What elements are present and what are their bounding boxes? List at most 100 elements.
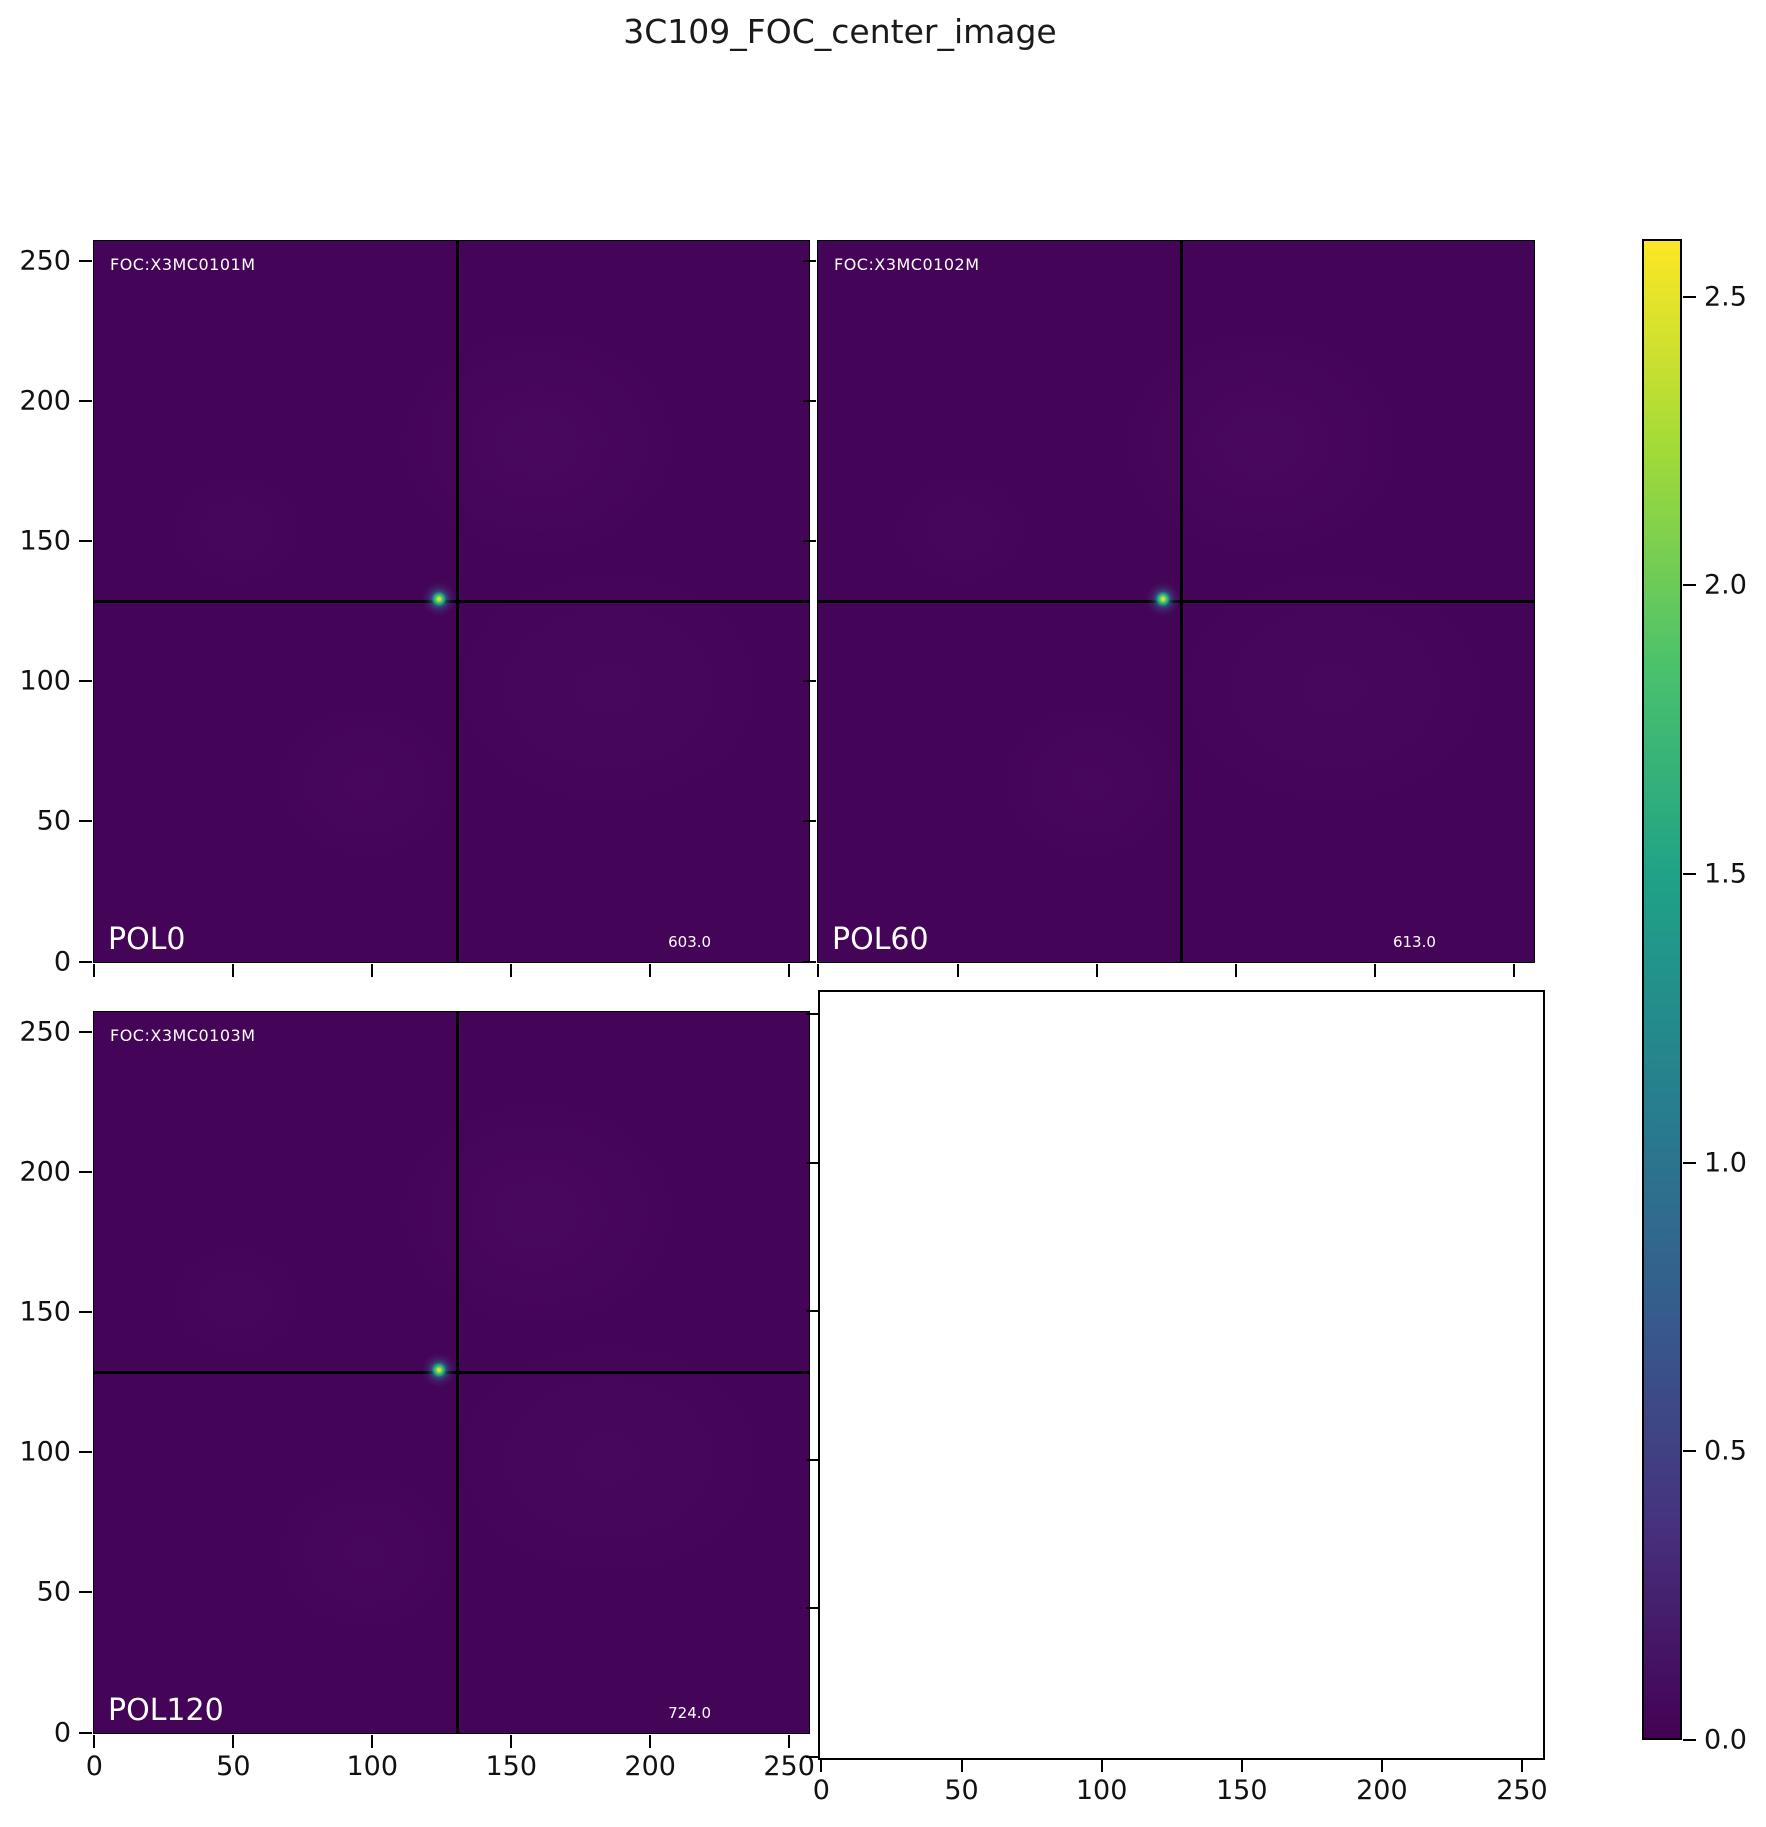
y-tick-mark (803, 820, 816, 823)
x-tick-mark (232, 1735, 235, 1748)
foc-id-label: FOC:X3MC0103M (110, 1026, 256, 1045)
panel-pol0: FOC:X3MC0101M POL0 603.0 0 50 100 150 200 250 (19, 240, 810, 977)
crosshair-vertical-line (455, 1012, 459, 1733)
x-tick-mark (1520, 1759, 1523, 1772)
y-tick-mark (79, 680, 92, 683)
y-tick-label: 250 (19, 245, 71, 277)
y-tick-label: 200 (19, 1156, 71, 1188)
x-tick-mark (820, 1759, 823, 1772)
x-tick-mark (371, 964, 374, 977)
y-tick-mark (806, 1161, 819, 1164)
crosshair-vertical-line (1180, 241, 1184, 962)
x-tick-mark (788, 964, 791, 977)
colorbar-tick-label: 0.0 (1704, 1724, 1747, 1756)
colorbar-tick-mark (1683, 584, 1696, 587)
x-tick-mark (960, 1759, 963, 1772)
y-tick-mark (79, 1311, 92, 1314)
source-peak-glow (420, 1351, 457, 1388)
x-tick-mark (1100, 1759, 1103, 1772)
y-tick-mark (806, 1607, 819, 1610)
x-tick-mark (1240, 1759, 1243, 1772)
colorbar-tick-label: 2.0 (1704, 569, 1747, 601)
colorbar-tick-mark (1683, 295, 1696, 298)
y-tick-label: 150 (19, 525, 71, 557)
colorbar: 0.0 0.5 1.0 1.5 2.0 2.5 (1642, 239, 1747, 1756)
y-tick-mark (803, 680, 816, 683)
y-tick-label: 0 (53, 946, 71, 978)
colorbar-tick-mark (1683, 1161, 1696, 1164)
x-tick-label: 0 (812, 1775, 830, 1806)
x-tick-mark (510, 1735, 513, 1748)
panel-empty: 0 50 100 150 200 250 (806, 990, 1548, 1806)
peak-value-label: 603.0 (668, 933, 712, 951)
x-tick-mark (788, 1735, 791, 1748)
y-tick-mark (79, 400, 92, 403)
panel-pol60: FOC:X3MC0102M POL60 613.0 (803, 240, 1535, 977)
colorbar-tick-label: 0.5 (1704, 1435, 1747, 1467)
x-tick-label: 50 (216, 1751, 251, 1782)
x-tick-mark (1234, 964, 1237, 977)
x-tick-label: 50 (944, 1775, 979, 1806)
y-tick-mark (79, 960, 92, 963)
y-tick-label: 100 (19, 665, 71, 697)
y-tick-label: 200 (19, 385, 71, 417)
crosshair-vertical-line (455, 241, 459, 962)
y-tick-mark (806, 1755, 819, 1758)
y-tick-mark (79, 1731, 92, 1734)
x-tick-mark (1513, 964, 1516, 977)
x-tick-label: 100 (1075, 1775, 1128, 1806)
y-tick-label: 250 (19, 1016, 71, 1048)
x-tick-mark (649, 1735, 652, 1748)
y-tick-label: 150 (19, 1296, 71, 1328)
y-tick-label: 0 (53, 1717, 71, 1749)
y-tick-mark (79, 820, 92, 823)
foc-id-label: FOC:X3MC0102M (834, 255, 980, 274)
x-tick-label: 150 (1215, 1775, 1268, 1806)
y-tick-mark (79, 260, 92, 263)
foc-id-label: FOC:X3MC0101M (110, 255, 256, 274)
colorbar-tick-mark (1683, 1450, 1696, 1453)
x-tick-mark (232, 964, 235, 977)
figure-title: 3C109_FOC_center_image (623, 12, 1057, 51)
panel-pol120: FOC:X3MC0103M POL120 724.0 0 0 50 50 100 100 1… (19, 1011, 815, 1782)
y-tick-label: 50 (36, 805, 71, 837)
x-tick-mark (1373, 964, 1376, 977)
y-tick-mark (79, 540, 92, 543)
peak-value-label: 724.0 (668, 1704, 712, 1722)
x-tick-mark (649, 964, 652, 977)
y-tick-mark (803, 960, 816, 963)
colorbar-tick-label: 1.0 (1704, 1147, 1747, 1179)
y-tick-mark (803, 540, 816, 543)
pol-label: POL0 (108, 922, 186, 957)
x-tick-label: 200 (1356, 1775, 1408, 1806)
peak-value-label: 613.0 (1392, 933, 1436, 951)
y-tick-mark (803, 260, 816, 263)
x-tick-mark (371, 1735, 374, 1748)
source-peak-glow (420, 580, 457, 617)
pol-label: POL120 (108, 1693, 224, 1728)
x-tick-label: 200 (624, 1751, 676, 1782)
y-tick-label: 100 (19, 1436, 71, 1468)
x-tick-mark (93, 1735, 96, 1748)
colorbar-tick-mark (1683, 873, 1696, 876)
source-peak-glow (1145, 580, 1182, 617)
colorbar-tick-label: 1.5 (1704, 858, 1747, 890)
y-tick-mark (79, 1451, 92, 1454)
y-tick-mark (79, 1591, 92, 1594)
x-tick-label: 250 (1496, 1775, 1548, 1806)
y-tick-mark (79, 1171, 92, 1174)
y-tick-mark (806, 1013, 819, 1016)
x-tick-label: 100 (346, 1751, 399, 1782)
y-tick-mark (803, 400, 816, 403)
x-tick-mark (1380, 1759, 1383, 1772)
y-tick-mark (806, 1310, 819, 1313)
pol60-image: FOC:X3MC0102M POL60 613.0 (817, 240, 1535, 963)
x-tick-mark (1095, 964, 1098, 977)
colorbar-tick-label: 2.5 (1704, 281, 1747, 313)
y-tick-mark (79, 1031, 92, 1034)
y-tick-mark (806, 1458, 819, 1461)
y-tick-label: 50 (36, 1576, 71, 1608)
x-tick-mark (817, 964, 820, 977)
colorbar-tick-mark (1683, 1739, 1696, 1741)
pol0-image: FOC:X3MC0101M POL0 603.0 (93, 240, 810, 963)
